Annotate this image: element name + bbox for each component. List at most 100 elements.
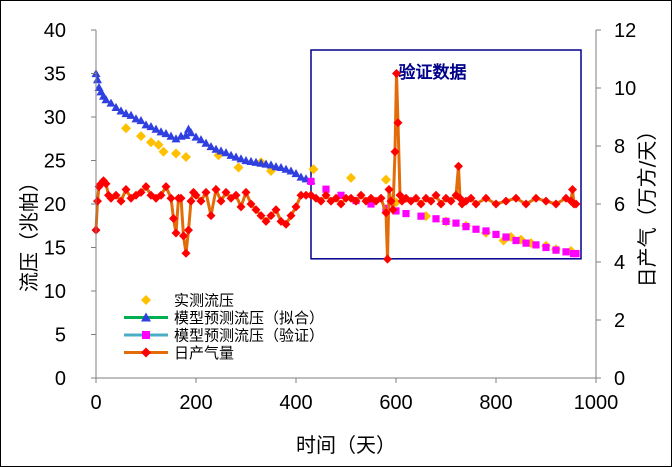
series-1-point — [111, 102, 121, 112]
series-3-point — [176, 193, 186, 203]
series-1-point — [166, 131, 176, 140]
x-tick-label: 0 — [90, 392, 101, 414]
series-2 — [307, 177, 580, 258]
series-3-point — [93, 196, 102, 206]
gas-rate-line — [94, 73, 576, 260]
series-3-point — [386, 196, 396, 206]
series-2-point — [432, 215, 440, 223]
series-3-point — [321, 190, 331, 200]
y-right-tick-label: 0 — [614, 368, 625, 390]
series-1-point — [116, 106, 126, 115]
y-left-tick-label: 35 — [44, 64, 66, 86]
series-1-point — [121, 109, 131, 118]
legend-label-2: 模型预测流压（验证） — [174, 327, 324, 345]
series-3-point — [184, 225, 193, 235]
series-3-point — [351, 196, 361, 206]
series-2-point — [337, 191, 345, 199]
series-2-point — [512, 236, 520, 245]
series-1-point — [136, 115, 146, 125]
series-1-point — [101, 95, 111, 104]
y-right-tick-label: 6 — [614, 194, 625, 216]
series-3-point — [316, 196, 326, 206]
legend-label-0: 实测流压 — [174, 292, 234, 310]
series-0-point — [381, 174, 391, 185]
y-axis-title-right: 日产气（万方/天） — [635, 121, 659, 288]
series-3-point — [179, 231, 188, 241]
series-1-point — [216, 146, 226, 155]
y-left-tick-label: 15 — [44, 238, 66, 260]
series-3-point — [166, 193, 176, 203]
series-2-point — [482, 227, 490, 235]
series-3-point — [436, 199, 446, 209]
series-3-point — [111, 190, 121, 200]
series-3-point — [431, 190, 441, 200]
series-3 — [91, 69, 581, 264]
series-3-point — [186, 196, 196, 206]
series-1-point — [191, 132, 201, 141]
series-0-point — [233, 162, 244, 173]
series-1-point — [171, 134, 181, 143]
series-3-point — [196, 196, 206, 206]
series-3-point — [446, 196, 456, 206]
series-2-point — [492, 230, 500, 239]
series-1-point — [291, 169, 301, 178]
x-axis-title: 时间（天） — [296, 433, 396, 457]
series-2-point — [542, 243, 550, 252]
series-3-point — [236, 202, 246, 212]
series-2-point — [417, 212, 425, 220]
y-right-tick-label: 12 — [614, 20, 636, 42]
series-1-point — [236, 154, 246, 163]
series-3-point — [256, 211, 266, 221]
series-2-point — [402, 209, 410, 218]
series-2-point — [442, 217, 450, 225]
series-3-point — [191, 190, 201, 200]
y-right-tick-label: 4 — [614, 252, 625, 274]
series-0-point — [146, 137, 156, 148]
series-3-point — [161, 182, 171, 192]
series-3-point — [551, 199, 561, 209]
series-3-point — [471, 199, 481, 209]
series-3-point — [286, 211, 296, 221]
series-0-point — [308, 164, 319, 175]
series-1-point — [156, 127, 166, 136]
series-0-point — [171, 148, 181, 159]
series-3-point — [141, 182, 151, 192]
series-1-point — [106, 98, 116, 107]
series-1-point — [276, 162, 286, 172]
series-3-point — [426, 196, 436, 206]
series-3-point — [331, 193, 341, 203]
series-2-point — [367, 200, 375, 208]
legend-marker-2 — [142, 331, 150, 339]
series-3-point — [454, 161, 463, 171]
series-3-point — [136, 187, 146, 197]
series-1-point — [151, 124, 161, 133]
series-2-point — [452, 219, 460, 227]
series-3-point — [181, 248, 191, 258]
series-3-point — [206, 211, 216, 221]
series-3-point — [384, 185, 394, 194]
series-3-point — [116, 196, 126, 206]
series-3-point — [301, 190, 311, 200]
series-2-point — [502, 233, 510, 241]
legend-marker-0 — [141, 295, 151, 305]
series-1-point — [186, 128, 196, 137]
series-3-point — [568, 185, 577, 194]
series-3-point — [251, 205, 261, 215]
series-0-point — [136, 131, 146, 142]
series-3-point — [341, 193, 351, 203]
legend-marker-3 — [141, 347, 151, 358]
y-left-tick-label: 25 — [44, 151, 66, 173]
series-2-point — [522, 239, 530, 247]
x-tick-label: 1000 — [574, 392, 619, 414]
series-3-point — [390, 147, 400, 157]
series-3-point — [411, 193, 421, 203]
series-0-point — [158, 146, 169, 157]
series-3-point — [246, 199, 256, 209]
series-3-point — [271, 205, 281, 215]
series-3-point — [531, 193, 541, 203]
series-2-point — [462, 223, 470, 231]
series-1-point — [296, 172, 306, 181]
series-3-point — [281, 219, 291, 229]
series-3-point — [392, 69, 401, 78]
